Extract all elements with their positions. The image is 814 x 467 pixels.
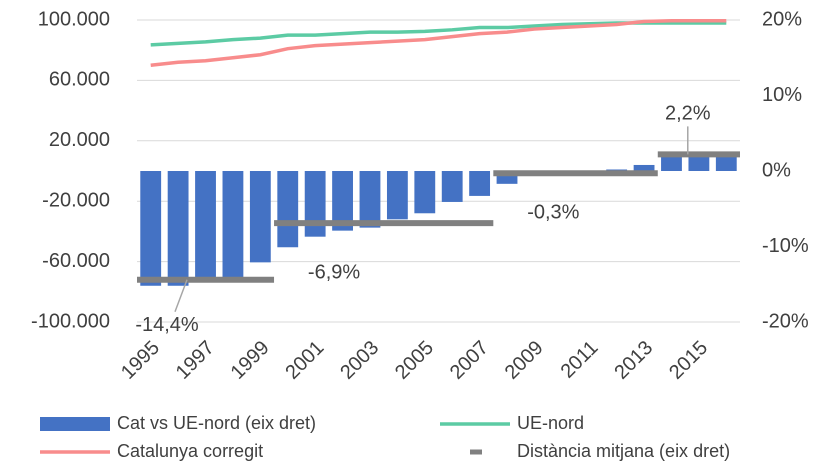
legend-label: UE-nord <box>517 413 584 433</box>
legend-swatch <box>40 417 110 431</box>
y2-tick-label: 20% <box>762 8 802 30</box>
bar <box>606 169 628 171</box>
y2-tick-label: 10% <box>762 84 802 106</box>
line <box>150 19 727 68</box>
y2-tick-label: 0% <box>762 159 791 181</box>
bar <box>469 171 491 196</box>
bar <box>359 171 381 228</box>
y-tick-label: 20.000 <box>49 129 110 151</box>
x-tick-label: 1999 <box>227 337 274 384</box>
y-tick-label: -100.000 <box>31 310 110 332</box>
legend-label: Cat vs UE-nord (eix dret) <box>117 413 316 433</box>
data-label: -6,9% <box>308 261 360 283</box>
x-tick-label: 2003 <box>336 337 383 384</box>
y-tick-label: -60.000 <box>42 250 110 272</box>
x-tick-label: 2005 <box>391 337 438 384</box>
line <box>150 21 727 47</box>
bar <box>715 152 737 171</box>
bar <box>688 152 710 171</box>
x-tick-label: 2011 <box>557 337 603 383</box>
x-tick-label: 2001 <box>281 337 328 384</box>
x-tick-label: 2015 <box>665 337 712 384</box>
leader-line <box>174 279 188 312</box>
y-tick-label: 60.000 <box>49 69 110 91</box>
legend-label: Catalunya corregit <box>117 441 263 461</box>
y2-tick-label: -10% <box>762 235 809 257</box>
data-label: -0,3% <box>527 202 579 224</box>
bar <box>633 164 655 171</box>
y-tick-label: 100.000 <box>38 8 110 30</box>
bar <box>441 171 463 202</box>
x-tick-label: 1997 <box>172 337 219 384</box>
data-label: 2,2% <box>665 103 711 125</box>
y-tick-label: -20.000 <box>42 189 110 211</box>
bar <box>661 152 682 171</box>
x-tick-label: 2013 <box>610 337 657 384</box>
bar <box>277 171 299 248</box>
legend-label: Distància mitjana (eix dret) <box>517 441 730 461</box>
bar <box>332 171 353 231</box>
bar <box>140 171 162 286</box>
bar <box>195 171 216 281</box>
x-tick-label: 2007 <box>446 337 493 384</box>
bar <box>222 171 244 279</box>
bar <box>414 171 436 214</box>
bar <box>249 171 271 263</box>
y2-tick-label: -20% <box>762 310 809 332</box>
bar <box>386 171 408 220</box>
data-label: -14,4% <box>135 314 199 336</box>
x-tick-label: 1995 <box>117 337 164 384</box>
x-tick-label: 2009 <box>501 337 548 384</box>
bar <box>304 171 326 237</box>
bar <box>167 171 189 286</box>
